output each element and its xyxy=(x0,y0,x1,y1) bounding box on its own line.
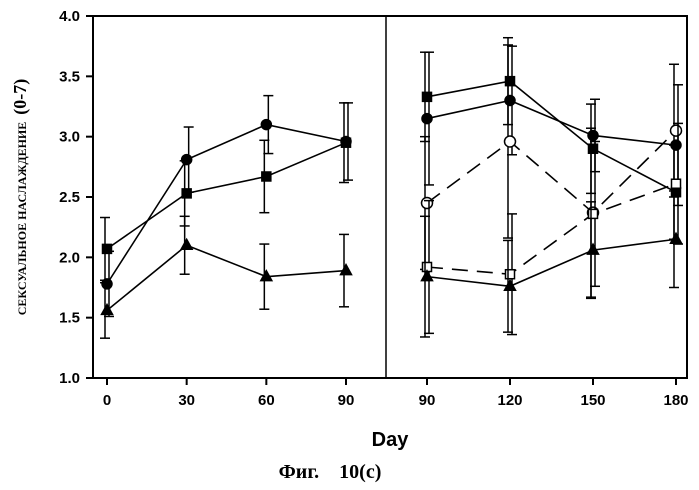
data-point-square xyxy=(261,171,272,182)
series-open-circle xyxy=(420,44,683,298)
series-filled-circle xyxy=(421,45,683,207)
figure-caption: Фиг. 10(c) xyxy=(279,461,382,483)
series-layer xyxy=(100,36,683,339)
x-tick-label: 60 xyxy=(258,392,275,409)
data-point-open-circle xyxy=(420,196,434,210)
data-point-circle xyxy=(670,139,682,151)
y-tick-label: 1.5 xyxy=(59,310,80,327)
data-point-circle xyxy=(180,153,193,166)
x-tick-label: 30 xyxy=(178,392,195,409)
series-filled-square xyxy=(100,102,352,282)
x-axis-ticks: 0 30 60 90 90 120 150 180 xyxy=(103,378,689,409)
x-tick-label: 0 xyxy=(103,392,111,409)
y-tick-label: 4.0 xyxy=(59,8,80,25)
data-point-circle xyxy=(101,278,113,290)
data-point-open-circle xyxy=(669,124,683,137)
y-axis-ticks: 1.0 1.5 2.0 2.5 3.0 3.5 4.0 xyxy=(59,8,93,387)
x-tick-label: 90 xyxy=(338,392,355,409)
data-point-triangle xyxy=(339,263,353,276)
y-tick-label: 1.0 xyxy=(59,370,80,387)
y-tick-label: 3.5 xyxy=(59,68,80,85)
series-line xyxy=(426,130,677,214)
series-line xyxy=(426,80,677,193)
y-axis-label-group: СЕКСУАЛЬНОЕ НАСЛАЖДЕНИЕ (0-7) xyxy=(10,79,31,315)
data-point-triangle xyxy=(669,231,683,244)
series-line xyxy=(426,238,677,288)
data-point-open-square xyxy=(587,208,599,220)
data-point-triangle xyxy=(100,302,114,316)
data-point-triangle xyxy=(420,269,434,282)
data-point-circle xyxy=(587,129,599,142)
data-point-circle xyxy=(260,118,273,131)
x-tick-label: 90 xyxy=(419,392,436,409)
x-axis-label: Day xyxy=(372,429,410,451)
y-axis-label: СЕКСУАЛЬНОЕ НАСЛАЖДЕНИЕ (0-7) xyxy=(10,79,31,315)
series-open-square xyxy=(421,122,683,336)
x-tick-label: 150 xyxy=(580,392,605,409)
y-axis-label-unit: (0-7) xyxy=(10,79,31,115)
y-tick-label: 2.5 xyxy=(59,189,80,206)
series-line xyxy=(426,99,677,146)
data-point-circle xyxy=(504,94,516,107)
data-point-circle xyxy=(421,112,433,125)
series-line xyxy=(106,244,347,312)
data-point-square xyxy=(670,186,682,198)
y-tick-label: 2.0 xyxy=(59,249,80,266)
data-point-square xyxy=(587,143,599,154)
data-point-triangle xyxy=(259,269,274,282)
data-point-square xyxy=(421,91,433,103)
x-tick-label: 180 xyxy=(663,392,688,409)
series-line xyxy=(106,141,347,250)
data-point-triangle xyxy=(586,242,600,255)
series-filled-triangle xyxy=(100,215,353,339)
data-point-circle xyxy=(340,135,352,148)
data-point-square xyxy=(181,188,192,199)
data-point-open-circle xyxy=(503,135,517,148)
y-axis-label-text: СЕКСУАЛЬНОЕ НАСЛАЖДЕНИЕ xyxy=(15,122,29,315)
data-point-open-square xyxy=(670,178,682,189)
data-point-triangle xyxy=(179,237,194,251)
series-filled-triangle xyxy=(420,190,683,338)
data-point-square xyxy=(101,243,113,255)
data-point-square xyxy=(504,75,516,87)
series-filled-square xyxy=(420,36,682,240)
data-point-open-square xyxy=(504,268,516,280)
data-point-triangle xyxy=(503,278,517,292)
series-line xyxy=(426,182,677,276)
series-line xyxy=(106,123,347,285)
x-tick-label: 120 xyxy=(497,392,522,409)
y-tick-label: 3.0 xyxy=(59,129,80,146)
